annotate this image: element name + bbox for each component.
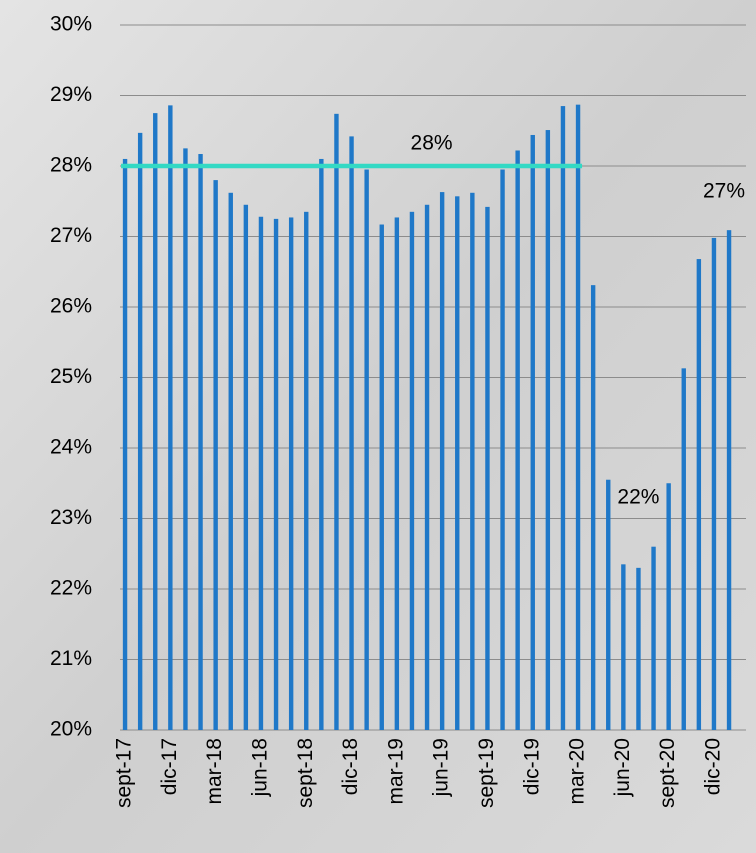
- x-tick-label: jun-18: [248, 738, 271, 797]
- bar: [213, 180, 218, 731]
- x-tick-label: sept-18: [294, 738, 317, 808]
- bar: [606, 479, 611, 730]
- bar: [621, 564, 626, 730]
- bar: [515, 150, 520, 731]
- bar: [470, 192, 475, 731]
- y-tick-label: 28%: [50, 154, 92, 177]
- bar: [122, 158, 128, 730]
- data-label: 22%: [617, 485, 659, 508]
- x-tick-label: jun-19: [430, 738, 453, 797]
- x-tick-label: jun-20: [611, 738, 634, 797]
- bar: [198, 154, 203, 730]
- bar: [228, 192, 233, 731]
- y-tick-label: 21%: [50, 647, 92, 670]
- bar: [183, 148, 188, 730]
- bar: [288, 217, 294, 731]
- data-label: 27%: [703, 180, 745, 203]
- bar: [334, 113, 339, 730]
- bar: [243, 204, 249, 730]
- bar: [560, 106, 566, 730]
- bar: [575, 104, 581, 731]
- bar: [304, 211, 309, 730]
- bar: [153, 113, 158, 730]
- bar: [666, 483, 671, 730]
- bar: [409, 211, 415, 730]
- bar: [696, 259, 702, 730]
- y-tick-label: 26%: [50, 295, 92, 318]
- y-tick-label: 30%: [50, 13, 92, 36]
- x-tick-label: sept-17: [113, 738, 136, 808]
- x-tick-label: sept-20: [656, 738, 679, 808]
- x-tick-label: dic-19: [520, 738, 543, 795]
- x-tick-label: dic-18: [339, 738, 362, 795]
- y-tick-label: 27%: [50, 224, 92, 247]
- bar: [319, 158, 324, 730]
- bar: [168, 105, 173, 731]
- bar: [273, 218, 279, 730]
- y-tick-label: 22%: [50, 577, 92, 600]
- y-tick-label: 24%: [50, 436, 92, 459]
- bar: [726, 230, 732, 730]
- bar: [424, 204, 430, 730]
- x-tick-label: dic-20: [701, 738, 724, 795]
- bar: [500, 169, 505, 730]
- bar: [651, 546, 656, 730]
- y-tick-label: 20%: [50, 718, 92, 741]
- x-tick-label: mar-19: [384, 738, 407, 805]
- bar: [485, 206, 490, 730]
- bar: [711, 237, 717, 730]
- x-tick-label: mar-18: [203, 738, 226, 805]
- bar: [137, 132, 143, 731]
- bar: [349, 136, 354, 730]
- y-tick-label: 29%: [50, 83, 92, 106]
- bar: [681, 368, 686, 730]
- bar: [455, 196, 460, 730]
- bar: [379, 224, 384, 730]
- reference-label: 28%: [411, 132, 453, 155]
- bar: [530, 134, 535, 731]
- bar: [439, 192, 445, 730]
- bar: [636, 567, 641, 730]
- x-tick-label: sept-19: [475, 738, 498, 808]
- x-tick-label: dic-17: [158, 738, 181, 795]
- bar: [590, 285, 596, 730]
- y-tick-label: 23%: [50, 506, 92, 529]
- bar: [258, 216, 264, 730]
- bar: [394, 217, 400, 731]
- bar: [545, 130, 551, 731]
- y-tick-label: 25%: [50, 365, 92, 388]
- bar: [364, 169, 369, 730]
- x-tick-label: mar-20: [566, 738, 589, 805]
